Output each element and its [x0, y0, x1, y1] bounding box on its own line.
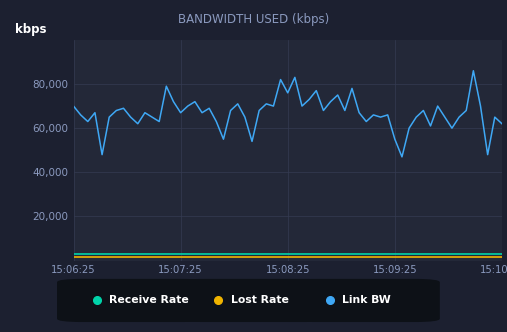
- FancyBboxPatch shape: [57, 279, 207, 322]
- Text: BANDWIDTH USED (kbps): BANDWIDTH USED (kbps): [178, 13, 329, 26]
- FancyBboxPatch shape: [179, 279, 329, 322]
- Text: Lost Rate: Lost Rate: [231, 295, 289, 305]
- Text: kbps: kbps: [15, 23, 47, 36]
- Text: Receive Rate: Receive Rate: [110, 295, 189, 305]
- Text: Link BW: Link BW: [343, 295, 391, 305]
- FancyBboxPatch shape: [290, 279, 440, 322]
